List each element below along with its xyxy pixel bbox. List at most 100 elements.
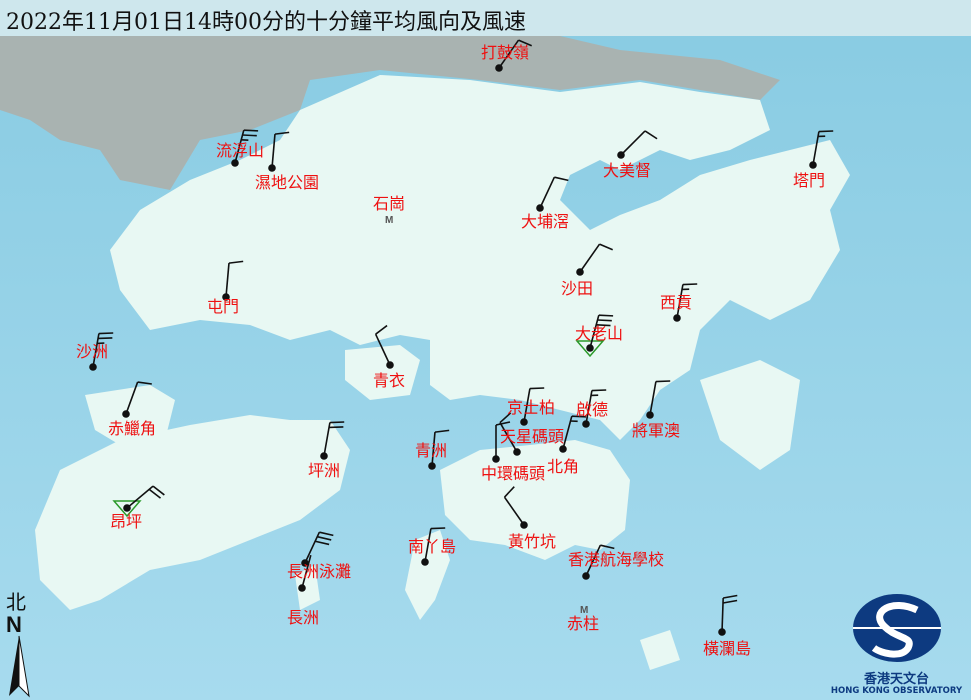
wind-barb-staff	[585, 544, 602, 577]
wind-barb-staff	[498, 39, 520, 69]
station-label: 坪洲	[308, 461, 341, 480]
logo-chinese: 香港天文台	[863, 672, 929, 687]
station-label: 橫瀾島	[703, 639, 752, 658]
wind-barb-staff	[301, 554, 312, 589]
wind-barb-full	[495, 421, 511, 426]
wind-barb-full	[644, 130, 658, 140]
wind-barb-full	[598, 314, 614, 317]
station-label: 大埔滘	[521, 212, 570, 231]
station-label: 京士柏	[507, 398, 556, 417]
station-label: 中環碼頭	[481, 464, 546, 483]
wind-barb-staff	[585, 390, 593, 425]
station-label: 香港航海學校	[568, 550, 665, 569]
wind-barb-full	[434, 429, 450, 433]
wind-barb-staff	[225, 263, 230, 298]
wind-barb-full	[682, 283, 698, 286]
sai-kung-islands	[700, 360, 800, 470]
tsing-yi	[345, 345, 420, 400]
station-label: 長洲	[287, 608, 320, 627]
wind-barb-staff	[562, 415, 573, 450]
station-label: 黃竹坑	[508, 532, 557, 551]
wind-barb-full	[319, 531, 334, 537]
wind-barb-full	[329, 421, 345, 424]
station-label: 大老山	[575, 324, 624, 343]
north-arrow: 北 N	[2, 586, 36, 698]
station-label: 赤柱	[567, 614, 600, 633]
station-label: 啟德	[576, 400, 609, 419]
wind-barb-full	[98, 337, 113, 340]
title-bar: 2022年11月01日14時00分的十分鐘平均風向及風速	[0, 0, 971, 36]
station-label: 濕地公園	[255, 173, 320, 192]
station-label: 塔門	[793, 171, 826, 190]
wind-barb-full	[98, 332, 114, 335]
wind-barb-staff	[649, 381, 657, 416]
hong-kong-island	[440, 440, 630, 560]
wind-barb-staff	[431, 432, 436, 467]
hko-logo: 香港天文台 HONG KONG OBSERVATORY	[822, 588, 971, 700]
wind-barb-full	[596, 324, 611, 327]
wind-barb-staff	[304, 531, 321, 564]
wind-barb-full	[591, 389, 607, 392]
wind-barb-full	[722, 599, 738, 604]
wind-barb-full	[597, 319, 612, 322]
wind-barb-staff	[539, 176, 556, 209]
station-label: 天星碼頭	[500, 427, 565, 446]
wind-barb-staff	[271, 134, 276, 169]
station-label: 石崗	[373, 194, 406, 213]
missing-data-marker: M	[580, 605, 588, 616]
station-label: 青洲	[415, 441, 448, 460]
station-label: 沙田	[561, 279, 594, 298]
wind-barb-staff	[125, 381, 139, 415]
wind-barb-staff	[374, 333, 391, 366]
station-label: 將軍澳	[632, 421, 681, 440]
cheung-chau	[295, 565, 320, 610]
wind-barb-full	[152, 485, 165, 496]
wind-barb-staff	[499, 422, 518, 453]
wind-barb-full	[242, 134, 257, 137]
wind-barb-staff	[676, 284, 684, 319]
hko-logo-icon	[853, 594, 941, 662]
station-label: 西貢	[660, 293, 693, 312]
lantau-island	[35, 415, 350, 610]
wind-barb-staff	[589, 314, 600, 349]
wind-barb-staff	[503, 496, 525, 526]
wind-barb-staff	[721, 597, 724, 633]
wind-barb-full	[228, 260, 244, 264]
north-arrow-icon: N	[6, 612, 30, 698]
wind-barb-full	[571, 415, 587, 418]
shenzhen-satellite	[0, 36, 780, 190]
wind-barb-full	[818, 130, 834, 133]
wind-barb-staff	[424, 528, 432, 563]
waglan-area	[640, 630, 680, 670]
station-label: 赤鱲角	[108, 419, 157, 438]
wind-barb-staff	[323, 422, 331, 457]
station-label: 屯門	[207, 297, 240, 316]
wind-barb-full	[317, 535, 332, 541]
station-label: 青衣	[373, 371, 406, 390]
wind-barb-full	[243, 129, 259, 132]
lamma-island	[405, 530, 450, 620]
wind-barb-full	[375, 324, 388, 335]
wind-barb-full	[600, 544, 615, 550]
wind-barb-full	[518, 39, 533, 47]
wind-barb-full	[430, 527, 446, 530]
logo-english: HONG KONG OBSERVATORY	[830, 686, 963, 696]
north-label: 北	[6, 590, 26, 614]
station-triangle-marker	[112, 500, 142, 518]
station-label: 北角	[547, 457, 580, 476]
wind-barb-staff	[812, 131, 820, 166]
wind-barb-staff	[126, 485, 154, 509]
wind-barb-full	[599, 243, 614, 251]
wind-barb-staff	[523, 388, 531, 423]
wind-barb-staff	[234, 129, 245, 164]
wind-barb-full	[274, 131, 290, 135]
wind-barb-full	[529, 387, 545, 390]
station-triangle-marker	[575, 340, 605, 358]
wind-barb-full	[503, 486, 515, 498]
wind-barb-full	[499, 412, 512, 424]
station-label: 沙洲	[76, 342, 109, 361]
wind-barb-full	[554, 176, 569, 182]
land	[35, 75, 850, 670]
new-territories-kowloon	[110, 75, 850, 440]
